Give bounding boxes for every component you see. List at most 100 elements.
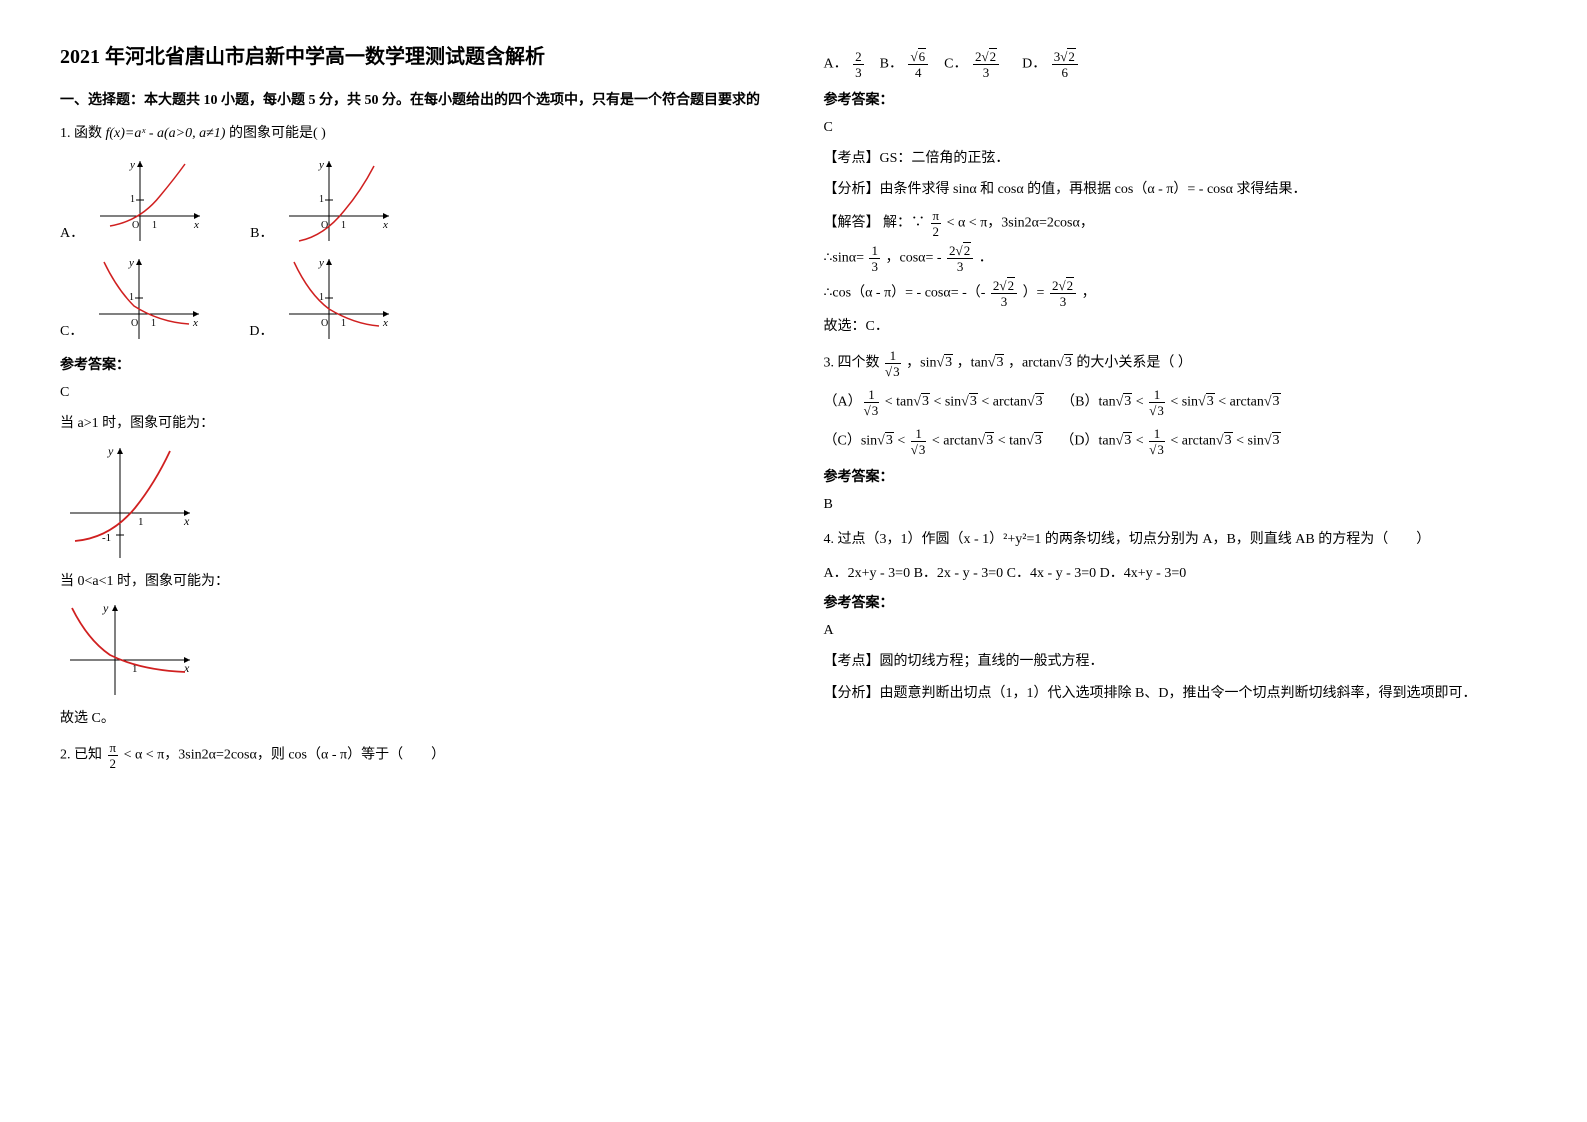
q2-options: A． 23 B． √64 C． 2√23 D． 3√26 bbox=[824, 50, 1528, 79]
svg-text:1: 1 bbox=[138, 516, 144, 528]
svg-text:O: O bbox=[132, 220, 139, 231]
q2-analysis: 【分析】由条件求得 sinα 和 cosα 的值，再根据 cos（α - π）=… bbox=[824, 177, 1528, 202]
question-1: 1. 函数 f(x)=aˣ - a(a>0, a≠1) 的图象可能是( ) bbox=[60, 121, 764, 146]
q1-expl1: 当 a>1 时，图象可能为： bbox=[60, 411, 764, 436]
q4-answer-letter: A bbox=[824, 618, 1528, 643]
q1-answer-heading: 参考答案： bbox=[60, 354, 764, 374]
q3-stem-b: ，sin bbox=[906, 355, 936, 370]
q2-sol-frac-2r2-3a: 2√23 bbox=[947, 244, 973, 273]
svg-text:O: O bbox=[131, 318, 138, 329]
q3-answer-heading: 参考答案： bbox=[824, 466, 1528, 486]
q4-an-label: 【分析】 bbox=[824, 686, 880, 701]
svg-text:1: 1 bbox=[319, 194, 324, 205]
q2-answer-heading: 参考答案： bbox=[824, 89, 1528, 109]
q2-sol-line1: 【解答】 解：∵ π2 < α < π，3sin2α=2cosα， bbox=[824, 209, 1528, 238]
q1-opt-c-label: C． bbox=[60, 320, 83, 344]
q3-answer-letter: B bbox=[824, 492, 1528, 517]
q1-answer-letter: C bbox=[60, 380, 764, 405]
q2-optC-frac: 2√23 bbox=[973, 50, 999, 79]
svg-text:O: O bbox=[321, 318, 328, 329]
q2-answer-letter: C bbox=[824, 115, 1528, 140]
q2-an-label: 【分析】 bbox=[824, 182, 880, 197]
q3-sqrt3-2: 3 bbox=[995, 354, 1004, 370]
q1-graph-c: x y O 1 1 bbox=[89, 254, 209, 344]
q2-optD-frac: 3√26 bbox=[1052, 50, 1078, 79]
svg-text:1: 1 bbox=[151, 318, 156, 329]
q2-sol-frac-2r2-3b: 2√23 bbox=[991, 279, 1017, 308]
q4-answer-heading: 参考答案： bbox=[824, 592, 1528, 612]
q2-sol-l3b: ）= bbox=[1023, 285, 1048, 300]
svg-text:1: 1 bbox=[341, 318, 346, 329]
q2-sol-line2: ∴sinα= 13 ，cosα= - 2√23 ． bbox=[824, 244, 1528, 273]
q1-expl-graph-1: x y 1 -1 bbox=[60, 443, 200, 563]
q2-sol-pi2: π2 bbox=[931, 209, 942, 238]
q1-opt-b-label: B． bbox=[250, 222, 273, 246]
q2-optD-pre: D． bbox=[1022, 57, 1046, 72]
svg-text:x: x bbox=[382, 317, 388, 329]
q2-sol-label: 【解答】 bbox=[824, 215, 880, 230]
q2-an-text: 由条件求得 sinα 和 cosα 的值，再根据 cos（α - π）= - c… bbox=[880, 182, 1307, 197]
svg-text:y: y bbox=[129, 159, 135, 171]
q1-options-row2: C． x y O 1 1 D． x bbox=[60, 254, 764, 344]
q1-graph-a: x y O 1 1 bbox=[90, 156, 210, 246]
svg-text:1: 1 bbox=[152, 220, 157, 231]
q3-options-row2: （C）sin√3 < 1√3 < arctan√3 < tan√3 （D）tan… bbox=[824, 427, 1528, 456]
svg-text:x: x bbox=[193, 219, 199, 231]
svg-text:1: 1 bbox=[130, 194, 135, 205]
page-title: 2021 年河北省唐山市启新中学高一数学理测试题含解析 bbox=[60, 40, 764, 69]
q2-sol-mid: < α < π，3sin2α=2cosα， bbox=[947, 215, 1094, 230]
q1-option-c: C． x y O 1 1 bbox=[60, 254, 209, 344]
q1-options-row1: A． x y O 1 1 B． x bbox=[60, 156, 764, 246]
right-column: A． 23 B． √64 C． 2√23 D． 3√26 参考答案： C 【考点… bbox=[824, 40, 1528, 780]
q2-sol-line3: ∴cos（α - π）= - cosα= -（- 2√23 ）= 2√23 ， bbox=[824, 279, 1528, 308]
svg-text:x: x bbox=[183, 514, 190, 528]
q3-options-row1: （A）1√3 < tan√3 < sin√3 < arctan√3 （B）tan… bbox=[824, 388, 1528, 417]
q3-frac-1r3: 1√3 bbox=[885, 349, 901, 378]
svg-text:y: y bbox=[128, 257, 134, 269]
q2-sol-l3a: ∴cos（α - π）= - cosα= -（- bbox=[824, 285, 989, 300]
svg-text:y: y bbox=[318, 159, 324, 171]
q1-option-b: B． x y O 1 1 bbox=[250, 156, 399, 246]
q2-kd-text: GS：二倍角的正弦． bbox=[880, 151, 1010, 166]
q4-choices: A．2x+y - 3=0 B．2x - y - 3=0 C．4x - y - 3… bbox=[824, 562, 1528, 582]
q2-sol-l2b: ，cosα= - bbox=[885, 250, 945, 265]
question-3: 3. 四个数 1√3 ，sin√3 ，tan√3 ，arctan√3 的大小关系… bbox=[824, 349, 1528, 378]
q2-stem-a: 2. 已知 bbox=[60, 748, 106, 763]
q2-kd: 【考点】GS：二倍角的正弦． bbox=[824, 146, 1528, 171]
q4-kd: 【考点】圆的切线方程；直线的一般式方程． bbox=[824, 649, 1528, 674]
q4-kd-text: 圆的切线方程；直线的一般式方程． bbox=[880, 654, 1104, 669]
q2-kd-label: 【考点】 bbox=[824, 151, 880, 166]
q2-sol-end: 故选：C． bbox=[824, 314, 1528, 339]
q1-stem-prefix: 1. 函数 bbox=[60, 126, 102, 141]
q2-optB-frac: √64 bbox=[908, 50, 928, 79]
q3-sqrt3-3: 3 bbox=[1064, 354, 1073, 370]
svg-text:y: y bbox=[102, 601, 109, 615]
q1-opt-d-label: D． bbox=[249, 320, 273, 344]
question-2: 2. 已知 π2 < α < π，3sin2α=2cosα，则 cos（α - … bbox=[60, 741, 764, 770]
svg-text:x: x bbox=[192, 317, 198, 329]
svg-text:y: y bbox=[107, 444, 114, 458]
q2-sol-l3c: ， bbox=[1082, 285, 1096, 300]
q2-frac-pi2: π2 bbox=[108, 741, 119, 770]
q2-sol-frac-2r2-3c: 2√23 bbox=[1050, 279, 1076, 308]
svg-text:x: x bbox=[382, 219, 388, 231]
q1-expl2: 当 0<a<1 时，图象可能为： bbox=[60, 569, 764, 594]
q1-graph-b: x y O 1 1 bbox=[279, 156, 399, 246]
q3-sqrt3-1: 3 bbox=[944, 354, 953, 370]
q1-graph-d: x y O 1 1 bbox=[279, 254, 399, 344]
q2-optB-pre: B． bbox=[880, 57, 903, 72]
q3-stem-a: 3. 四个数 bbox=[824, 355, 884, 370]
q2-optC-pre: C． bbox=[944, 57, 967, 72]
q1-expl3: 故选 C。 bbox=[60, 706, 764, 731]
q2-sol-l2a: ∴sinα= bbox=[824, 250, 864, 265]
svg-text:y: y bbox=[318, 257, 324, 269]
q1-expl-graph-2: x y 1 bbox=[60, 600, 200, 700]
q1-option-d: D． x y O 1 1 bbox=[249, 254, 399, 344]
q1-option-a: A． x y O 1 1 bbox=[60, 156, 210, 246]
section-1-heading: 一、选择题：本大题共 10 小题，每小题 5 分，共 50 分。在每小题给出的四… bbox=[60, 89, 764, 109]
q4-kd-label: 【考点】 bbox=[824, 654, 880, 669]
q1-stem-suffix: 的图象可能是( ) bbox=[229, 126, 326, 141]
svg-text:x: x bbox=[183, 661, 190, 675]
q2-sol-l2c: ． bbox=[979, 250, 993, 265]
left-column: 2021 年河北省唐山市启新中学高一数学理测试题含解析 一、选择题：本大题共 1… bbox=[60, 40, 764, 780]
